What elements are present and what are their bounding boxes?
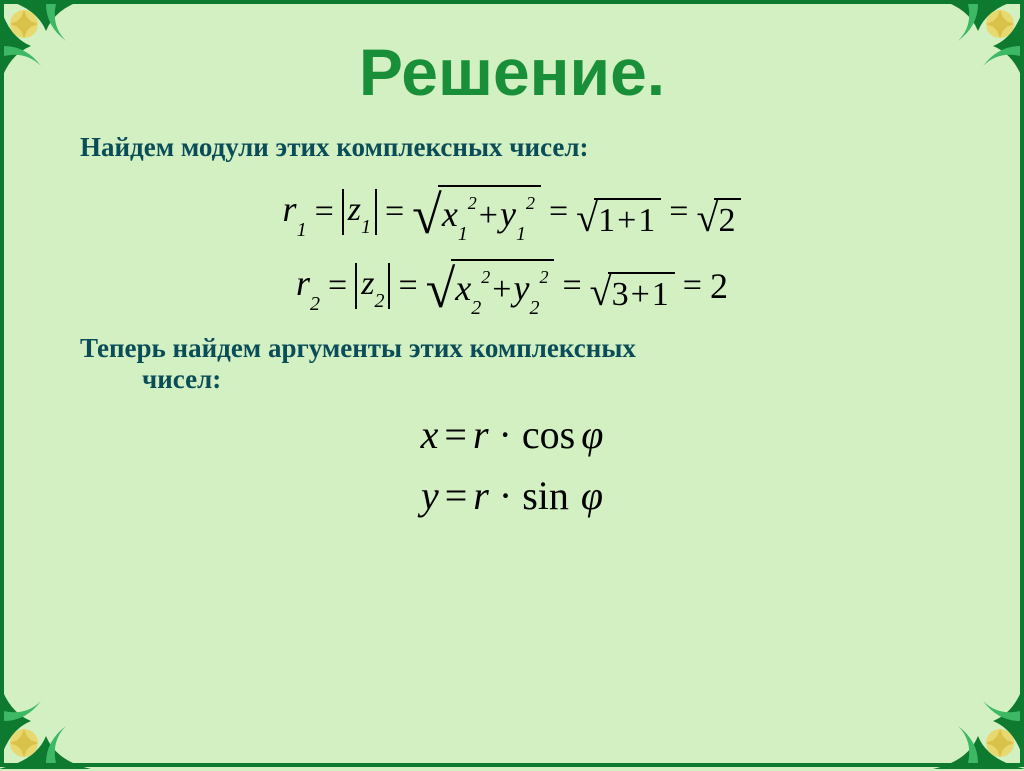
equation-y: y = r · sin φ <box>421 472 603 519</box>
argument-equations: x = r · cos φ y = r · sin φ <box>50 411 974 519</box>
equation-x: x = r · cos φ <box>421 411 604 458</box>
modulus-equations: r1 = z1 = √ x12 + y12 = √ 1 + 1 <box>50 181 974 317</box>
eq1-result-root: √ 2 <box>696 184 741 240</box>
slide-title: Решение. <box>50 34 974 110</box>
equation-r2: r2 = z2 = √ x22 + y22 = √ 3 + 1 <box>296 255 728 317</box>
intro-text-2: Теперь найдем аргументы этих комплексных… <box>50 333 974 395</box>
slide-content: Решение. Найдем модули этих комплексных … <box>50 30 974 737</box>
eq2-result-plain: 2 <box>710 265 728 307</box>
intro-text-1: Найдем модули этих комплексных чисел: <box>50 132 974 163</box>
equation-r1: r1 = z1 = √ x12 + y12 = √ 1 + 1 <box>283 181 742 243</box>
